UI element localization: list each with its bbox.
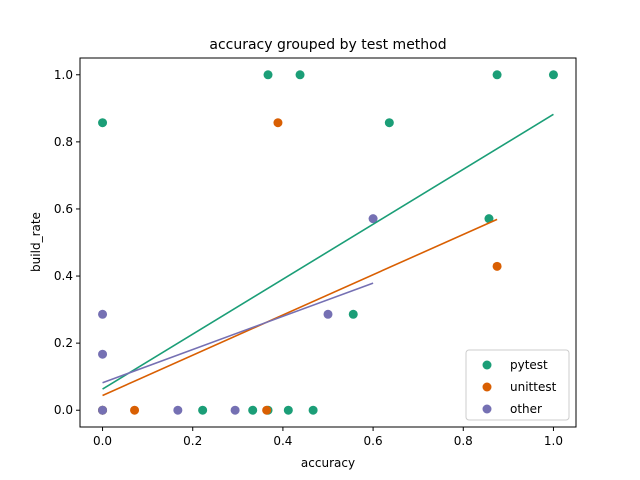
data-point-unittest xyxy=(273,118,283,128)
data-point-pytest xyxy=(248,405,258,415)
data-point-pytest xyxy=(98,118,108,128)
data-point-pytest xyxy=(283,405,293,415)
data-point-other xyxy=(368,214,378,224)
y-tick-label: 0.0 xyxy=(54,403,73,417)
x-tick-label: 1.0 xyxy=(544,434,563,448)
x-tick-label: 0.0 xyxy=(93,434,112,448)
legend-marker-unittest xyxy=(482,382,492,392)
data-point-other xyxy=(98,405,108,415)
data-point-other xyxy=(98,349,108,359)
data-point-other xyxy=(230,405,240,415)
data-point-pytest xyxy=(384,118,394,128)
x-tick-label: 0.2 xyxy=(183,434,202,448)
y-axis-label: build_rate xyxy=(29,212,43,272)
legend-marker-pytest xyxy=(482,360,492,370)
legend: pytest unittest other xyxy=(465,349,570,421)
series-pytest xyxy=(98,70,558,415)
x-axis-label: accuracy xyxy=(301,456,355,470)
x-axis: 0.0 0.2 0.4 0.6 0.8 1.0 xyxy=(93,427,563,448)
data-point-pytest xyxy=(348,309,358,319)
y-tick-label: 0.6 xyxy=(54,202,73,216)
data-point-pytest xyxy=(198,405,208,415)
data-point-pytest xyxy=(263,70,273,80)
legend-marker-other xyxy=(482,404,492,414)
y-tick-label: 0.4 xyxy=(54,269,73,283)
series-other xyxy=(98,214,378,415)
legend-label-other: other xyxy=(510,402,542,416)
trend-line-other xyxy=(102,282,374,384)
y-axis: 0.0 0.2 0.4 0.6 0.8 1.0 xyxy=(54,68,80,417)
plot-area xyxy=(98,70,558,415)
x-tick-label: 0.8 xyxy=(454,434,473,448)
data-point-pytest xyxy=(492,70,502,80)
legend-label-pytest: pytest xyxy=(510,358,548,372)
data-point-other xyxy=(323,309,333,319)
data-point-pytest xyxy=(548,70,558,80)
trend-line-pytest xyxy=(102,113,554,390)
chart-title: accuracy grouped by test method xyxy=(209,37,446,53)
y-tick-label: 1.0 xyxy=(54,68,73,82)
legend-label-unittest: unittest xyxy=(510,380,557,394)
y-tick-label: 0.8 xyxy=(54,135,73,149)
x-tick-label: 0.4 xyxy=(273,434,292,448)
data-point-pytest xyxy=(484,214,494,224)
legend-box xyxy=(465,349,570,421)
x-tick-label: 0.6 xyxy=(364,434,383,448)
data-point-unittest xyxy=(130,405,140,415)
trend-line-unittest xyxy=(102,218,498,397)
y-tick-label: 0.2 xyxy=(54,336,73,350)
data-point-other xyxy=(173,405,183,415)
data-point-unittest xyxy=(492,261,502,271)
data-point-pytest xyxy=(295,70,305,80)
data-point-unittest xyxy=(262,405,272,415)
data-point-other xyxy=(98,309,108,319)
data-point-pytest xyxy=(308,405,318,415)
plot-frame xyxy=(79,57,577,428)
